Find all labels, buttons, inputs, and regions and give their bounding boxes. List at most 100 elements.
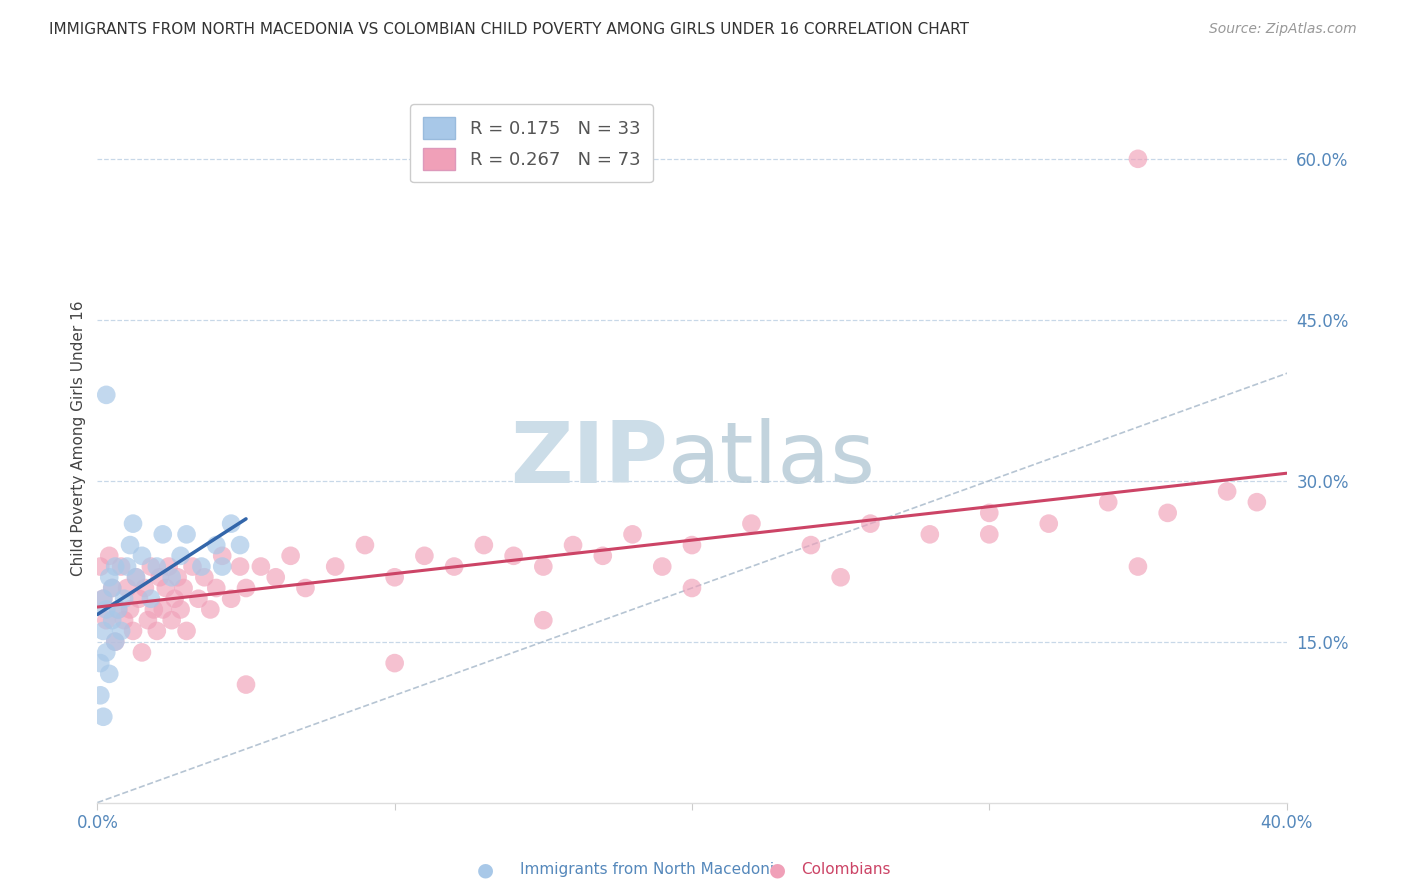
- Point: [1126, 152, 1149, 166]
- Point: [280, 549, 302, 563]
- Point: [89, 688, 111, 702]
- Text: Source: ZipAtlas.com: Source: ZipAtlas.com: [1209, 22, 1357, 37]
- Point: [146, 559, 169, 574]
- Point: [96, 613, 118, 627]
- Point: [160, 613, 183, 627]
- Point: [98, 549, 121, 563]
- Point: [1038, 516, 1060, 531]
- Point: [173, 581, 195, 595]
- Point: [235, 581, 257, 595]
- Point: [651, 559, 673, 574]
- Point: [502, 549, 524, 563]
- Point: [136, 613, 159, 627]
- Point: [160, 570, 183, 584]
- Point: [384, 570, 406, 584]
- Point: [621, 527, 644, 541]
- Text: ●: ●: [477, 860, 494, 880]
- Text: ●: ●: [769, 860, 786, 880]
- Point: [139, 591, 162, 606]
- Point: [190, 559, 212, 574]
- Point: [918, 527, 941, 541]
- Point: [112, 591, 135, 606]
- Text: atlas: atlas: [668, 418, 876, 501]
- Point: [152, 527, 174, 541]
- Point: [101, 581, 124, 595]
- Point: [128, 591, 150, 606]
- Point: [155, 581, 177, 595]
- Point: [91, 624, 114, 638]
- Point: [176, 624, 198, 638]
- Point: [139, 559, 162, 574]
- Point: [149, 570, 172, 584]
- Point: [229, 559, 252, 574]
- Text: IMMIGRANTS FROM NORTH MACEDONIA VS COLOMBIAN CHILD POVERTY AMONG GIRLS UNDER 16 : IMMIGRANTS FROM NORTH MACEDONIA VS COLOM…: [49, 22, 969, 37]
- Point: [531, 613, 554, 627]
- Point: [681, 581, 703, 595]
- Point: [187, 591, 209, 606]
- Point: [211, 559, 233, 574]
- Point: [96, 645, 118, 659]
- Point: [531, 559, 554, 574]
- Point: [98, 666, 121, 681]
- Point: [89, 656, 111, 670]
- Point: [101, 581, 124, 595]
- Point: [157, 559, 180, 574]
- Point: [131, 645, 153, 659]
- Point: [98, 570, 121, 584]
- Point: [125, 570, 148, 584]
- Point: [250, 559, 273, 574]
- Point: [104, 559, 127, 574]
- Point: [91, 591, 114, 606]
- Point: [89, 559, 111, 574]
- Point: [122, 516, 145, 531]
- Point: [413, 549, 436, 563]
- Point: [110, 624, 132, 638]
- Point: [115, 581, 138, 595]
- Point: [104, 634, 127, 648]
- Point: [134, 581, 156, 595]
- Point: [979, 527, 1001, 541]
- Point: [115, 559, 138, 574]
- Point: [800, 538, 823, 552]
- Point: [181, 559, 204, 574]
- Point: [264, 570, 287, 584]
- Text: ZIP: ZIP: [510, 418, 668, 501]
- Text: Colombians: Colombians: [801, 863, 891, 877]
- Point: [96, 602, 118, 616]
- Point: [443, 559, 465, 574]
- Point: [1246, 495, 1268, 509]
- Point: [112, 613, 135, 627]
- Point: [91, 710, 114, 724]
- Text: Immigrants from North Macedonia: Immigrants from North Macedonia: [520, 863, 783, 877]
- Point: [152, 602, 174, 616]
- Point: [131, 549, 153, 563]
- Point: [166, 570, 188, 584]
- Point: [91, 591, 114, 606]
- Point: [1156, 506, 1178, 520]
- Point: [163, 591, 186, 606]
- Point: [193, 570, 215, 584]
- Point: [120, 538, 142, 552]
- Point: [294, 581, 316, 595]
- Point: [176, 527, 198, 541]
- Point: [740, 516, 762, 531]
- Point: [169, 549, 191, 563]
- Point: [107, 602, 129, 616]
- Point: [1216, 484, 1239, 499]
- Legend: R = 0.175   N = 33, R = 0.267   N = 73: R = 0.175 N = 33, R = 0.267 N = 73: [411, 103, 652, 182]
- Point: [229, 538, 252, 552]
- Point: [107, 602, 129, 616]
- Point: [1126, 559, 1149, 574]
- Point: [979, 506, 1001, 520]
- Point: [122, 624, 145, 638]
- Point: [219, 516, 242, 531]
- Point: [323, 559, 346, 574]
- Point: [120, 602, 142, 616]
- Point: [354, 538, 377, 552]
- Point: [859, 516, 882, 531]
- Point: [200, 602, 222, 616]
- Point: [125, 570, 148, 584]
- Point: [1097, 495, 1119, 509]
- Point: [681, 538, 703, 552]
- Point: [104, 634, 127, 648]
